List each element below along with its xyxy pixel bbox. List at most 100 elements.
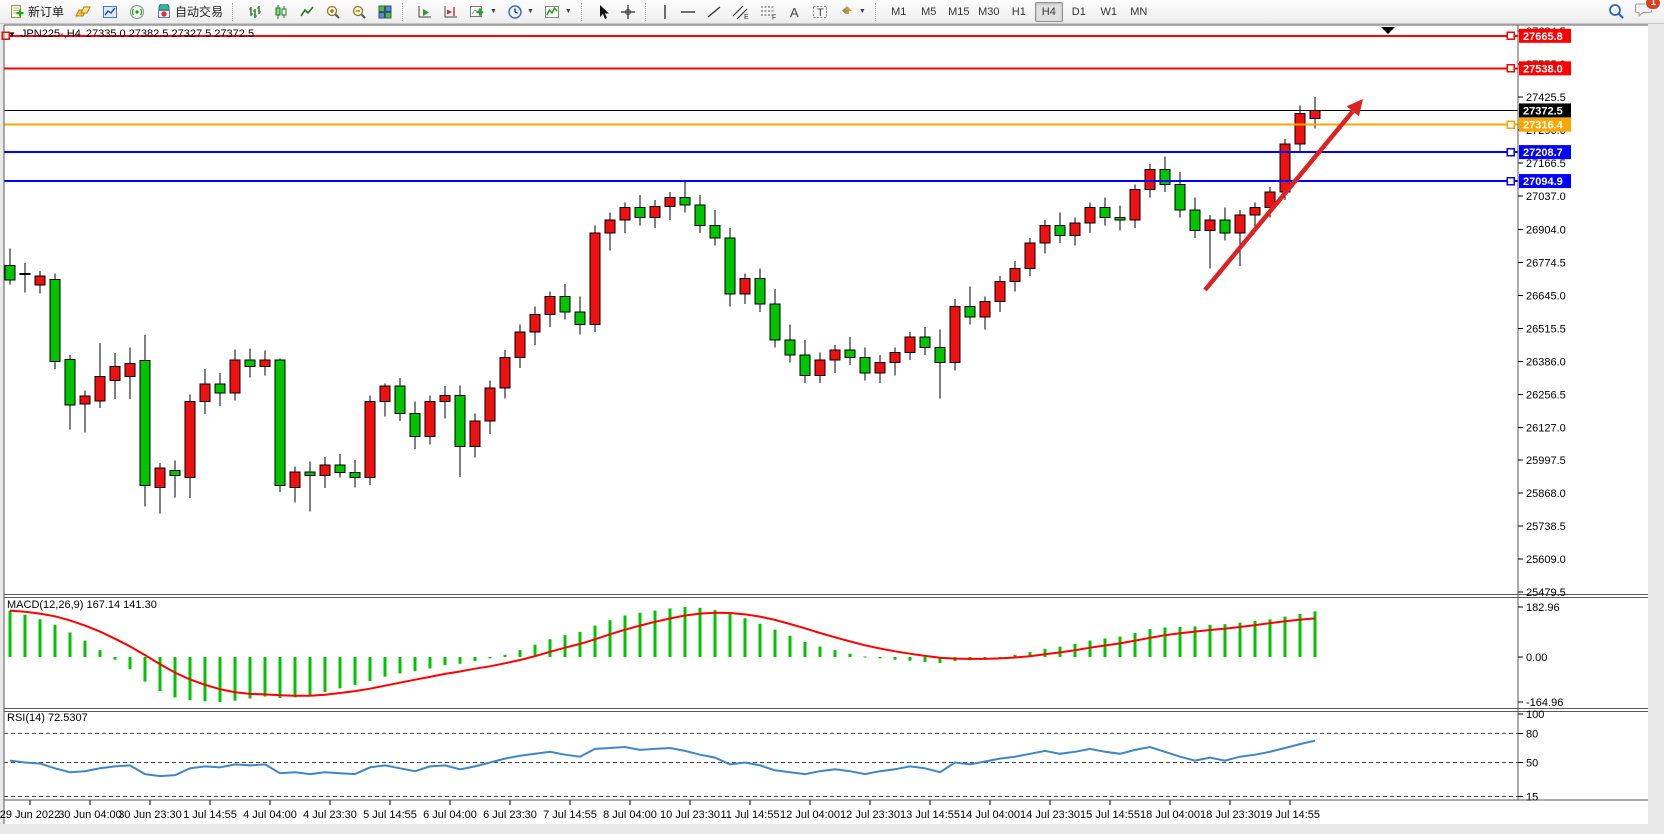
fibonacci-tool-button[interactable]: F: [755, 1, 783, 23]
macd-histogram-bar: [923, 657, 927, 662]
price-axis-tick: 26386.0: [1526, 356, 1566, 368]
price-level-label: [1519, 174, 1571, 189]
macd-histogram-bar: [413, 657, 417, 672]
vertical-line-icon: [664, 4, 666, 19]
macd-histogram-bar: [608, 620, 612, 657]
cursor-tool-button[interactable]: [591, 1, 615, 23]
horizontal-line-tool-button[interactable]: [675, 1, 701, 23]
price-axis-tick: 27037.0: [1526, 191, 1566, 203]
macd-axis-tick: -164.96: [1526, 697, 1563, 709]
macd-histogram-bar: [368, 657, 372, 682]
macd-histogram-bar: [1253, 620, 1257, 657]
bar-chart-button[interactable]: [242, 1, 268, 23]
price-axis-tick: 26774.5: [1526, 258, 1566, 270]
trendline-tool-button[interactable]: [701, 1, 727, 23]
search-icon[interactable]: [1608, 3, 1625, 20]
annotations-group[interactable]: [1203, 27, 1395, 292]
time-axis-label: 13 Jul 14:55: [900, 809, 960, 821]
rsi-axis-tick: 80: [1526, 728, 1538, 740]
tile-windows-button[interactable]: [372, 1, 398, 23]
timeframe-button-M1[interactable]: M1: [891, 5, 907, 18]
timeframe-button-M15[interactable]: M15: [948, 5, 970, 18]
macd-histogram-bar: [593, 625, 597, 657]
macd-histogram-bar: [1208, 624, 1212, 657]
auto-trading-button[interactable]: 自动交易: [151, 1, 228, 23]
macd-histogram-bar: [728, 613, 732, 657]
line-chart-button[interactable]: [294, 1, 320, 23]
zoom-out-button[interactable]: [346, 1, 372, 23]
crosshair-icon: [620, 4, 635, 19]
time-axis-label: 6 Jul 23:30: [483, 809, 537, 821]
auto-scroll-button[interactable]: [412, 1, 438, 23]
macd-axis-tick: 182.96: [1526, 602, 1560, 614]
text-label-icon: T: [812, 5, 827, 19]
macd-histogram-bar: [353, 657, 357, 685]
new-chart-button[interactable]: ▼: [464, 1, 502, 23]
open-chart-button[interactable]: [97, 1, 124, 23]
macd-histogram-bar: [803, 641, 807, 657]
new-order-button[interactable]: 新订单: [4, 1, 69, 23]
timeframe-group: M1 M5 M15 M30 H1 H4 D1 W1 MN: [885, 1, 1153, 22]
chat-button[interactable]: 1: [1635, 0, 1661, 23]
macd-histogram-bar: [1028, 652, 1032, 657]
notification-badge: 1: [1645, 0, 1661, 10]
timeframe-button-D1[interactable]: D1: [1071, 5, 1086, 18]
arrows-icon: [841, 5, 852, 14]
chart-shift-marker[interactable]: [1381, 27, 1395, 34]
toolbar-separator: [580, 2, 587, 21]
macd-histogram-bar: [443, 657, 447, 666]
timeframe-button-W1[interactable]: W1: [1100, 5, 1118, 18]
text-label-tool-button[interactable]: T: [807, 1, 834, 23]
crosshair-tool-button[interactable]: [615, 1, 641, 23]
timeframe-button-MN[interactable]: MN: [1130, 5, 1148, 18]
timeframe-button-H1[interactable]: H1: [1011, 5, 1026, 18]
svg-text:T: T: [817, 7, 824, 19]
macd-histogram-bar: [383, 657, 387, 677]
toolbar-right: 1: [1608, 0, 1661, 23]
candlestick-chart-button[interactable]: [268, 1, 294, 23]
time-axis-label: 18 Jul 04:00: [1140, 809, 1200, 821]
timeframe-button-H4[interactable]: H4: [1034, 1, 1063, 22]
line-anchor-handle: [1506, 64, 1515, 73]
gold-bars-button[interactable]: [69, 1, 97, 23]
horizontal-lines-group[interactable]: [1, 31, 1518, 186]
timeframe-clock-button[interactable]: ▼: [502, 1, 539, 23]
indicators-button[interactable]: ▼: [539, 1, 577, 23]
dropdown-caret-icon: ▼: [526, 8, 534, 15]
macd-histogram-bar: [113, 657, 117, 660]
timeframe-button-M5[interactable]: M5: [921, 5, 937, 18]
arrows-tool-button[interactable]: ▼: [834, 1, 871, 23]
macd-histogram-bar: [1238, 622, 1242, 657]
time-axis-label: 12 Jul 04:00: [780, 809, 840, 821]
macd-histogram-bar: [1043, 648, 1047, 657]
chart-menu-icon[interactable]: ▼: [8, 29, 16, 39]
vertical-line-tool-button[interactable]: [655, 1, 675, 23]
signal-button[interactable]: [124, 1, 151, 23]
macd-histogram-bar: [668, 608, 672, 657]
cursor-icon: [599, 4, 609, 19]
price-axis-tick: 25479.5: [1526, 587, 1566, 599]
macd-histogram-bar: [1268, 619, 1272, 657]
macd-histogram-bar: [1103, 638, 1107, 657]
text-tool-button[interactable]: A: [783, 1, 807, 23]
macd-histogram-bar: [1193, 626, 1197, 657]
macd-histogram-bar: [638, 612, 642, 657]
time-axis-label: 4 Jul 23:30: [303, 809, 357, 821]
svg-text:A: A: [790, 5, 799, 20]
macd-histogram-bar: [218, 657, 222, 703]
chart-frame-group: [3, 24, 1648, 824]
time-axis-label: 7 Jul 14:55: [543, 809, 597, 821]
chart-shift-button[interactable]: [438, 1, 464, 23]
macd-histogram-bar: [1118, 636, 1122, 657]
macd-histogram-bar: [503, 654, 507, 657]
macd-histogram-bar: [278, 657, 282, 698]
macd-signal-line: [9, 609, 1316, 697]
macd-histogram-bar: [83, 640, 87, 657]
time-axis-label: 30 Jun 23:30: [118, 809, 182, 821]
zoom-in-button[interactable]: [320, 1, 346, 23]
line-anchor-handle: [1506, 176, 1515, 186]
equidistant-channel-tool-button[interactable]: E: [727, 1, 755, 23]
timeframe-button-M30[interactable]: M30: [978, 5, 1000, 18]
macd-histogram-bar: [233, 657, 237, 701]
